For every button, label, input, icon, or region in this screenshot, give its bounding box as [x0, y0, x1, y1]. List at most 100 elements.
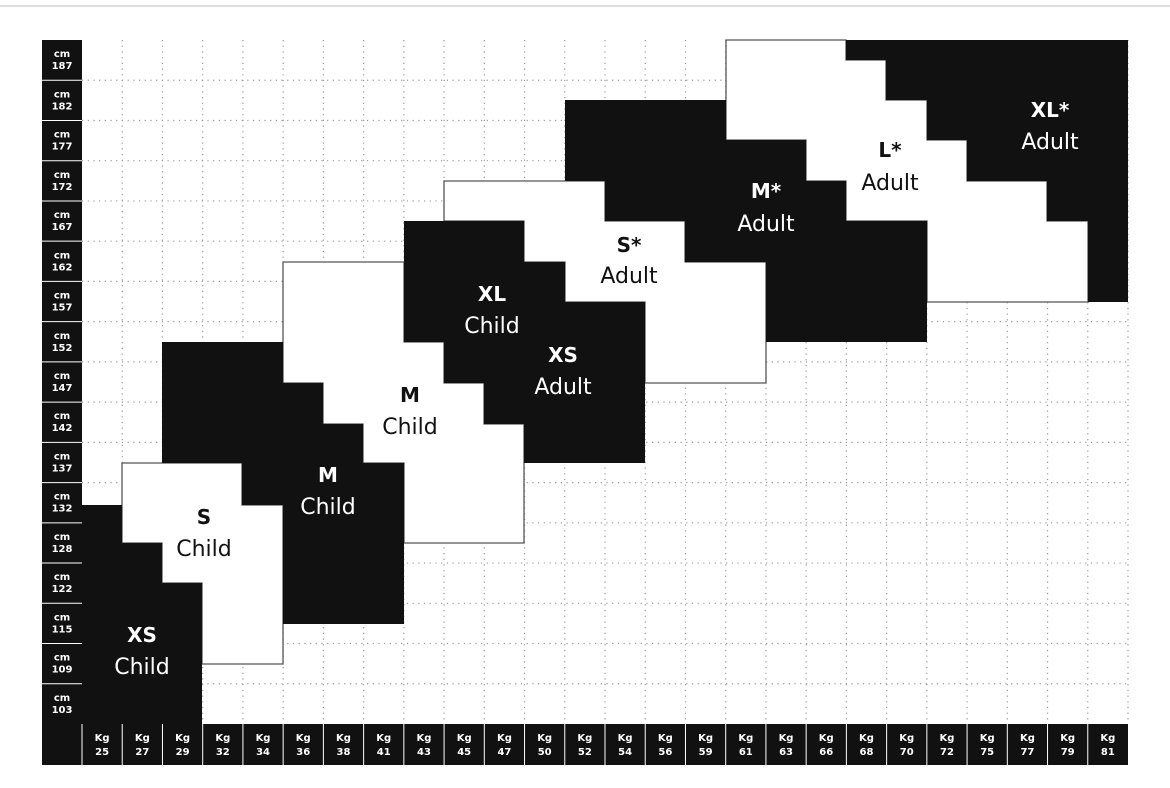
weight-value: 34	[256, 747, 270, 758]
weight-value: 45	[457, 747, 471, 758]
group-label: Adult	[737, 212, 795, 237]
weight-value: 66	[819, 747, 833, 758]
height-unit: cm	[54, 170, 70, 181]
group-label: Child	[114, 655, 170, 680]
group-label: Child	[176, 537, 232, 562]
weight-value: 59	[699, 747, 713, 758]
height-value: 122	[52, 584, 73, 595]
weight-unit: Kg	[1020, 733, 1035, 744]
weight-unit: Kg	[658, 733, 673, 744]
weight-value: 38	[337, 747, 351, 758]
height-unit: cm	[54, 250, 70, 261]
weight-value: 50	[538, 747, 552, 758]
weight-value: 41	[377, 747, 391, 758]
height-value: 187	[52, 61, 73, 72]
height-unit: cm	[54, 291, 70, 302]
height-unit: cm	[54, 89, 70, 100]
weight-unit: Kg	[577, 733, 592, 744]
height-value: 142	[52, 423, 73, 434]
weight-value: 75	[980, 747, 994, 758]
height-unit: cm	[54, 492, 70, 503]
weight-unit: Kg	[819, 733, 834, 744]
height-unit: cm	[54, 653, 70, 664]
height-unit: cm	[54, 451, 70, 462]
size-label: XS	[548, 343, 578, 367]
height-unit: cm	[54, 331, 70, 342]
group-label: Child	[464, 314, 520, 339]
height-value: 137	[52, 463, 73, 474]
weight-unit: Kg	[859, 733, 874, 744]
region-labels: XS Child S Child M Child M Child XL Chil…	[114, 98, 1079, 680]
height-value: 182	[52, 101, 73, 112]
weight-unit: Kg	[175, 733, 190, 744]
height-value: 177	[52, 142, 73, 153]
size-label: M*	[751, 179, 782, 203]
size-label: XL*	[1031, 98, 1070, 122]
weight-unit: Kg	[738, 733, 753, 744]
weight-unit: Kg	[135, 733, 150, 744]
size-label: L*	[878, 138, 902, 162]
weight-axis	[42, 724, 1128, 765]
group-label: Adult	[1021, 130, 1079, 155]
height-value: 172	[52, 182, 73, 193]
height-value: 152	[52, 343, 73, 354]
region	[162, 342, 404, 624]
region	[404, 221, 645, 463]
height-unit: cm	[54, 693, 70, 704]
height-unit: cm	[54, 371, 70, 382]
weight-unit: Kg	[336, 733, 351, 744]
weight-value: 29	[176, 747, 190, 758]
group-label: Child	[382, 415, 438, 440]
height-unit: cm	[54, 411, 70, 422]
weight-unit: Kg	[376, 733, 391, 744]
weight-value: 56	[658, 747, 672, 758]
weight-unit: Kg	[1100, 733, 1115, 744]
size-label: S*	[617, 233, 642, 257]
weight-value: 27	[135, 747, 149, 758]
size-label: XL	[478, 282, 506, 306]
height-unit: cm	[54, 130, 70, 141]
weight-value: 36	[296, 747, 310, 758]
weight-value: 54	[618, 747, 632, 758]
size-label: S	[197, 505, 211, 529]
weight-unit: Kg	[215, 733, 230, 744]
weight-value: 43	[417, 747, 431, 758]
weight-unit: Kg	[698, 733, 713, 744]
weight-unit: Kg	[618, 733, 633, 744]
weight-value: 25	[95, 747, 109, 758]
group-label: Adult	[861, 171, 919, 196]
height-unit: cm	[54, 532, 70, 543]
weight-value: 72	[940, 747, 954, 758]
group-label: Child	[300, 495, 356, 520]
height-unit: cm	[54, 49, 70, 60]
axis-labels: cm187cm182cm177cm172cm167cm162cm157cm152…	[42, 49, 1115, 765]
height-value: 128	[52, 544, 73, 555]
group-label: Adult	[534, 375, 592, 400]
weight-unit: Kg	[417, 733, 432, 744]
height-value: 162	[52, 262, 73, 273]
weight-value: 63	[779, 747, 793, 758]
weight-unit: Kg	[256, 733, 271, 744]
height-value: 103	[52, 705, 73, 716]
weight-value: 61	[739, 747, 753, 758]
weight-unit: Kg	[537, 733, 552, 744]
weight-unit: Kg	[779, 733, 794, 744]
height-unit: cm	[54, 210, 70, 221]
size-label: M	[318, 463, 338, 487]
height-value: 157	[52, 303, 73, 314]
weight-value: 32	[216, 747, 230, 758]
weight-value: 47	[497, 747, 511, 758]
weight-value: 79	[1061, 747, 1075, 758]
group-label: Adult	[600, 264, 658, 289]
height-unit: cm	[54, 612, 70, 623]
weight-value: 77	[1020, 747, 1034, 758]
weight-unit: Kg	[1060, 733, 1075, 744]
region	[846, 40, 1128, 302]
weight-value: 70	[900, 747, 914, 758]
weight-value: 52	[578, 747, 592, 758]
size-label: XS	[127, 623, 157, 647]
size-label: M	[400, 383, 420, 407]
height-unit: cm	[54, 572, 70, 583]
weight-unit: Kg	[296, 733, 311, 744]
